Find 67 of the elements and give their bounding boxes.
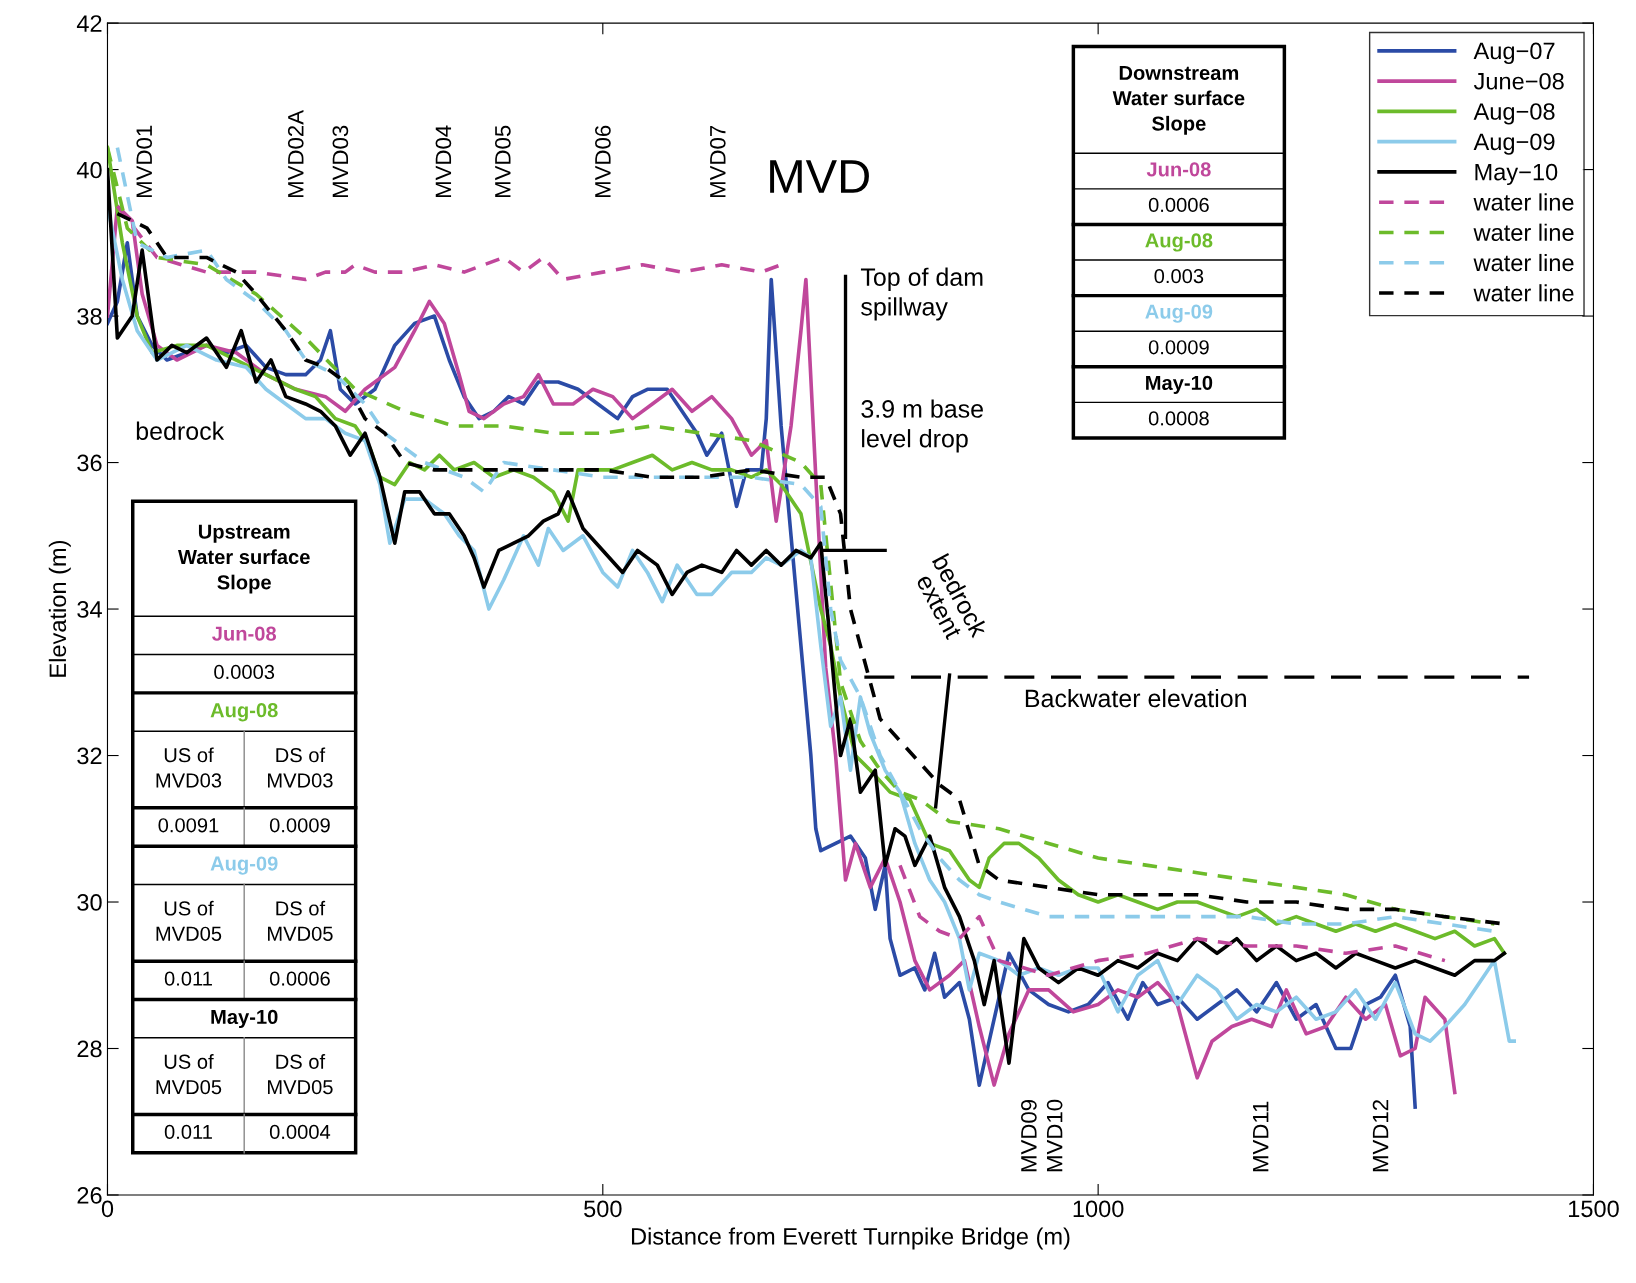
x-tick-label: 1000 [1073,1200,1124,1218]
y-axis-title: Elevation (m) [48,540,71,677]
annotation: MVD03 [332,125,349,198]
annotation: Backwater elevation [1025,688,1246,708]
y-tick-label: 32 [77,747,102,765]
annotation: Downstream Water surface Slope [1112,65,1245,135]
annotation: DS of MVD05 [268,900,333,941]
legend-label: water line [1473,284,1574,302]
annotation: 0.0008 [1148,411,1209,426]
x-tick-label: 0 [101,1200,114,1218]
x-tick-label: 500 [584,1200,622,1218]
annotation: MVD05 [494,125,511,198]
annotation: 0.0091 [158,818,219,833]
annotation: 0.003 [1154,268,1204,284]
annotation: MVD11 [1253,1101,1269,1172]
annotation: 0.0006 [1148,197,1209,213]
annotation: 0.0009 [269,818,330,833]
annotation: 0.0009 [1148,340,1209,355]
annotation: US of MVD03 [156,747,222,788]
y-tick-label: 26 [77,1187,102,1204]
annotation: MVD07 [709,125,726,198]
legend-label: June−08 [1473,72,1564,90]
annotation: MVD09 [1021,1099,1037,1172]
annotation: Aug-08 [1145,233,1213,252]
annotation: MVD12 [1372,1100,1389,1172]
legend-label: water line [1473,223,1574,241]
annotation: Jun-08 [212,626,277,641]
legend-label: Aug−08 [1473,103,1555,125]
annotation: Top of dam spillway [860,267,983,321]
y-tick-label: 38 [77,308,102,325]
annotation: May-10 [211,1009,278,1029]
legend-label: May−10 [1475,163,1558,186]
annotation: 3.9 m base level drop [861,399,983,453]
y-tick-label: 34 [77,601,102,618]
legend-label: Aug−09 [1473,133,1555,155]
legend-label: Aug−07 [1473,42,1555,64]
annotation: MVD02A [287,110,304,198]
annotation: 0.011 [164,1124,212,1140]
y-tick-label: 28 [77,1040,102,1058]
y-tick-label: 42 [76,15,102,32]
annotation: MVD06 [595,125,611,198]
annotation: US of MVD05 [156,900,222,941]
y-tick-label: 40 [76,161,102,179]
annotation: 0.0004 [269,1124,331,1140]
annotation: Aug-09 [1145,304,1213,323]
annotation: MVD04 [435,125,452,198]
annotation: Aug-09 [210,856,278,875]
y-tick-label: 30 [77,894,102,911]
annotation: Jun-08 [1146,162,1211,177]
y-tick-label: 36 [77,454,102,472]
legend-label: water line [1473,193,1574,211]
annotation: bedrock [136,421,225,440]
x-axis-title: Distance from Everett Turnpike Bridge (m) [631,1227,1070,1250]
annotation: DS of MVD05 [268,1054,333,1095]
annotation: 0.0003 [214,664,275,680]
x-tick-label: 1500 [1569,1200,1619,1218]
annotation: MVD01 [136,125,153,198]
annotation: MVD10 [1046,1099,1063,1172]
annotation: May-10 [1146,375,1213,394]
annotation: Upstream Water surface Slope [178,524,310,594]
annotation: 0.011 [164,971,212,986]
annotation: US of MVD05 [156,1054,222,1095]
legend-label: water line [1473,253,1574,272]
annotation: 0.0006 [269,971,330,986]
annotation: Aug-08 [210,703,278,722]
annotation: MVD [770,160,869,193]
annotation: DS of MVD03 [268,747,333,788]
